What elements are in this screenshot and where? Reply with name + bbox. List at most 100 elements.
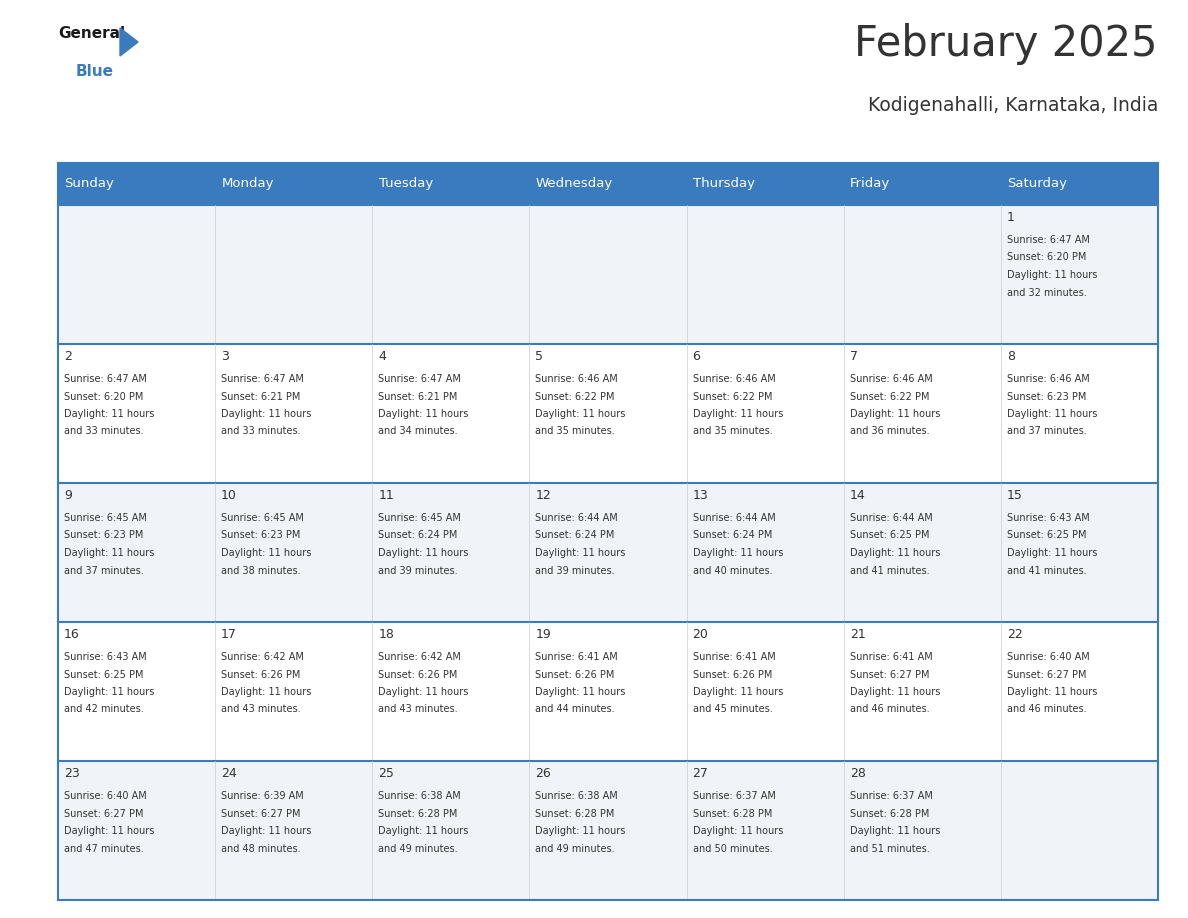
Text: Sunset: 6:23 PM: Sunset: 6:23 PM: [1007, 391, 1086, 401]
Text: Daylight: 11 hours: Daylight: 11 hours: [378, 409, 468, 419]
Text: Sunset: 6:27 PM: Sunset: 6:27 PM: [849, 669, 929, 679]
Text: Sunset: 6:21 PM: Sunset: 6:21 PM: [221, 391, 301, 401]
Text: 28: 28: [849, 767, 866, 780]
Text: Sunrise: 6:45 AM: Sunrise: 6:45 AM: [64, 513, 147, 523]
Text: Sunrise: 6:37 AM: Sunrise: 6:37 AM: [693, 791, 776, 801]
Text: Daylight: 11 hours: Daylight: 11 hours: [849, 548, 940, 558]
Text: and 48 minutes.: and 48 minutes.: [221, 844, 301, 854]
Text: and 39 minutes.: and 39 minutes.: [536, 565, 615, 576]
Text: Daylight: 11 hours: Daylight: 11 hours: [849, 826, 940, 836]
Bar: [58, 483, 1158, 622]
Text: Sunset: 6:21 PM: Sunset: 6:21 PM: [378, 391, 457, 401]
Text: Daylight: 11 hours: Daylight: 11 hours: [221, 548, 311, 558]
Text: 12: 12: [536, 489, 551, 502]
Text: Sunrise: 6:37 AM: Sunrise: 6:37 AM: [849, 791, 933, 801]
Text: 13: 13: [693, 489, 708, 502]
Text: and 32 minutes.: and 32 minutes.: [1007, 287, 1087, 297]
Text: 20: 20: [693, 628, 708, 641]
Text: Sunset: 6:25 PM: Sunset: 6:25 PM: [1007, 531, 1086, 541]
Text: Sunrise: 6:47 AM: Sunrise: 6:47 AM: [378, 374, 461, 384]
Text: and 37 minutes.: and 37 minutes.: [64, 565, 144, 576]
Bar: [58, 163, 1158, 205]
Text: and 49 minutes.: and 49 minutes.: [536, 844, 615, 854]
Text: and 38 minutes.: and 38 minutes.: [221, 565, 301, 576]
Text: and 49 minutes.: and 49 minutes.: [378, 844, 457, 854]
Text: 24: 24: [221, 767, 236, 780]
Text: Daylight: 11 hours: Daylight: 11 hours: [693, 409, 783, 419]
Text: Sunrise: 6:47 AM: Sunrise: 6:47 AM: [64, 374, 147, 384]
Text: Daylight: 11 hours: Daylight: 11 hours: [693, 826, 783, 836]
Text: Thursday: Thursday: [693, 177, 754, 191]
Text: Daylight: 11 hours: Daylight: 11 hours: [536, 687, 626, 697]
Text: Sunset: 6:20 PM: Sunset: 6:20 PM: [64, 391, 144, 401]
Text: Sunset: 6:24 PM: Sunset: 6:24 PM: [378, 531, 457, 541]
Text: Daylight: 11 hours: Daylight: 11 hours: [1007, 687, 1098, 697]
Text: and 37 minutes.: and 37 minutes.: [1007, 427, 1087, 436]
Text: February 2025: February 2025: [854, 23, 1158, 65]
Text: 17: 17: [221, 628, 238, 641]
Text: Sunrise: 6:43 AM: Sunrise: 6:43 AM: [64, 652, 147, 662]
Text: Sunrise: 6:39 AM: Sunrise: 6:39 AM: [221, 791, 304, 801]
Text: Kodigenahalli, Karnataka, India: Kodigenahalli, Karnataka, India: [867, 96, 1158, 115]
Text: Sunrise: 6:42 AM: Sunrise: 6:42 AM: [378, 652, 461, 662]
Text: Sunset: 6:23 PM: Sunset: 6:23 PM: [64, 531, 144, 541]
Text: Daylight: 11 hours: Daylight: 11 hours: [849, 687, 940, 697]
Text: 9: 9: [64, 489, 72, 502]
Text: Sunrise: 6:43 AM: Sunrise: 6:43 AM: [1007, 513, 1089, 523]
Text: Daylight: 11 hours: Daylight: 11 hours: [64, 687, 154, 697]
Text: Daylight: 11 hours: Daylight: 11 hours: [536, 409, 626, 419]
Text: Sunrise: 6:44 AM: Sunrise: 6:44 AM: [693, 513, 776, 523]
Text: Saturday: Saturday: [1007, 177, 1067, 191]
Text: Sunset: 6:22 PM: Sunset: 6:22 PM: [849, 391, 929, 401]
Text: General: General: [58, 26, 125, 41]
Text: and 35 minutes.: and 35 minutes.: [536, 427, 615, 436]
Text: Sunrise: 6:41 AM: Sunrise: 6:41 AM: [693, 652, 776, 662]
Text: and 47 minutes.: and 47 minutes.: [64, 844, 144, 854]
Text: Daylight: 11 hours: Daylight: 11 hours: [536, 826, 626, 836]
Text: Sunset: 6:28 PM: Sunset: 6:28 PM: [536, 809, 615, 819]
Text: Sunset: 6:26 PM: Sunset: 6:26 PM: [378, 669, 457, 679]
Bar: [58, 344, 1158, 483]
Text: 6: 6: [693, 350, 701, 363]
Text: 15: 15: [1007, 489, 1023, 502]
Text: Sunday: Sunday: [64, 177, 114, 191]
Text: Sunrise: 6:46 AM: Sunrise: 6:46 AM: [536, 374, 618, 384]
Text: and 42 minutes.: and 42 minutes.: [64, 704, 144, 714]
Text: Sunrise: 6:42 AM: Sunrise: 6:42 AM: [221, 652, 304, 662]
Text: Wednesday: Wednesday: [536, 177, 613, 191]
Text: 2: 2: [64, 350, 72, 363]
Text: 10: 10: [221, 489, 238, 502]
Text: 4: 4: [378, 350, 386, 363]
Text: Sunset: 6:28 PM: Sunset: 6:28 PM: [693, 809, 772, 819]
Text: Sunrise: 6:38 AM: Sunrise: 6:38 AM: [536, 791, 618, 801]
Text: and 33 minutes.: and 33 minutes.: [221, 427, 301, 436]
Text: 8: 8: [1007, 350, 1015, 363]
Text: 27: 27: [693, 767, 708, 780]
Text: Friday: Friday: [849, 177, 890, 191]
Text: Sunrise: 6:46 AM: Sunrise: 6:46 AM: [1007, 374, 1089, 384]
Text: Daylight: 11 hours: Daylight: 11 hours: [378, 826, 468, 836]
Text: Daylight: 11 hours: Daylight: 11 hours: [221, 826, 311, 836]
Text: and 45 minutes.: and 45 minutes.: [693, 704, 772, 714]
Text: Daylight: 11 hours: Daylight: 11 hours: [64, 826, 154, 836]
Text: and 43 minutes.: and 43 minutes.: [221, 704, 301, 714]
Text: Sunrise: 6:45 AM: Sunrise: 6:45 AM: [378, 513, 461, 523]
Text: and 43 minutes.: and 43 minutes.: [378, 704, 457, 714]
Text: 21: 21: [849, 628, 866, 641]
Text: Sunset: 6:25 PM: Sunset: 6:25 PM: [849, 531, 929, 541]
Text: 18: 18: [378, 628, 394, 641]
Text: and 46 minutes.: and 46 minutes.: [849, 704, 929, 714]
Text: Sunrise: 6:44 AM: Sunrise: 6:44 AM: [849, 513, 933, 523]
Text: Sunset: 6:27 PM: Sunset: 6:27 PM: [221, 809, 301, 819]
Text: and 40 minutes.: and 40 minutes.: [693, 565, 772, 576]
Text: and 33 minutes.: and 33 minutes.: [64, 427, 144, 436]
Text: Sunrise: 6:45 AM: Sunrise: 6:45 AM: [221, 513, 304, 523]
Polygon shape: [120, 28, 138, 56]
Text: 26: 26: [536, 767, 551, 780]
Text: Sunrise: 6:47 AM: Sunrise: 6:47 AM: [221, 374, 304, 384]
Text: Daylight: 11 hours: Daylight: 11 hours: [64, 548, 154, 558]
Text: Sunset: 6:20 PM: Sunset: 6:20 PM: [1007, 252, 1086, 263]
Text: 7: 7: [849, 350, 858, 363]
Text: Sunset: 6:25 PM: Sunset: 6:25 PM: [64, 669, 144, 679]
Text: Sunset: 6:23 PM: Sunset: 6:23 PM: [221, 531, 301, 541]
